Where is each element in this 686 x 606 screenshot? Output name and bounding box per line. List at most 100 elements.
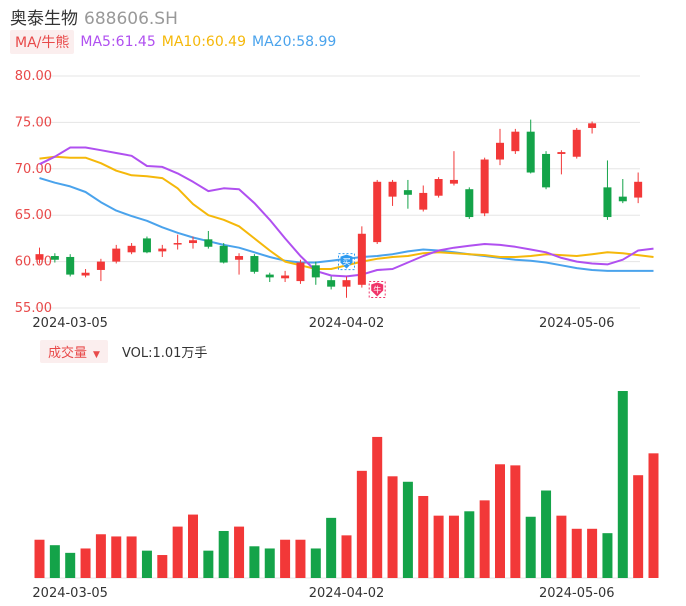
volume-bar [188,514,198,578]
candle-body [112,248,121,262]
candle-up [235,253,244,275]
volume-bar [157,555,168,578]
ma-legend: MA/牛熊 MA5:61.45 MA10:60.49 MA20:58.99 [10,30,342,54]
candle-body [296,262,305,282]
candle-down [66,254,75,277]
candle-body [327,280,336,287]
candle-body [603,187,612,218]
ma10-label: MA10:60.49 [161,34,247,50]
volume-bar [633,475,644,578]
volume-bar [249,546,260,578]
candle-down [403,179,412,209]
volume-bar [402,481,413,578]
candle-up [173,234,182,250]
marker-glyph: 买 [343,258,351,267]
candle-up [634,172,643,204]
volume-bar [141,550,152,578]
y-tick-label: 55.00 [15,301,52,316]
volume-x-tick-label: 2024-03-05 [32,586,108,601]
candle-body [250,256,259,272]
candle-up [449,151,458,186]
candle-body [480,159,489,214]
candle-body [572,129,581,157]
stock-name: 奥泰生物 [10,9,78,29]
shield-icon [340,254,353,269]
candle-down [50,253,59,263]
volume-bar [510,465,521,578]
candle-body [127,245,136,253]
candle-body [35,254,44,260]
volume-bar [372,436,383,578]
candle-down [618,179,627,204]
candle-body [557,152,566,154]
candle-body [465,189,474,218]
volume-bar [111,536,122,578]
candle-up [480,157,489,217]
volume-bar [218,530,229,578]
candle-down [250,254,259,274]
candle-body [173,243,182,245]
candle-body [357,233,366,285]
candle-down [265,272,274,283]
ma-toggle-button[interactable]: MA/牛熊 [10,30,75,54]
volume-bar [525,516,536,578]
shield-icon [371,282,384,297]
candle-body [281,275,290,279]
candle-body [142,238,151,253]
candle-body [449,179,458,184]
candle-body [66,256,75,275]
candle-up [511,128,520,154]
volume-x-tick-label: 2024-05-06 [539,586,615,601]
candle-up [419,185,428,212]
x-tick-label: 2024-05-06 [539,316,615,331]
volume-bar [65,552,76,578]
volume-bar [387,476,398,578]
buy-signal-marker: 买 [338,253,355,271]
stock-code: 688606.SH [84,9,178,29]
candle-body [634,181,643,198]
candle-body [96,261,105,270]
volume-bar [541,490,552,578]
volume-toggle-button[interactable]: 成交量 ▼ [40,339,108,363]
candle-body [373,181,382,243]
candle-body [588,123,597,128]
volume-bar [264,548,275,578]
volume-bar [356,470,367,578]
volume-bar [648,453,659,578]
volume-bar [126,536,137,578]
candle-up [81,269,90,278]
marker-glyph: 牛 [373,284,381,294]
candle-down [526,119,535,174]
volume-bar [234,526,245,578]
candle-body [419,192,428,210]
candle-down [204,230,213,249]
volume-bar [295,539,306,578]
candle-body [542,153,551,188]
volume-bar [418,495,429,578]
candle-up [189,236,197,249]
candle-up [572,127,581,159]
candle-up [342,276,351,298]
y-tick-label: 80.00 [15,69,52,84]
volume-readout: VOL:1.01万手 [121,345,208,361]
volume-bar [571,528,582,578]
volume-x-tick-label: 2024-04-02 [309,586,385,601]
candle-body [235,256,244,260]
volume-bar [617,391,628,578]
candle-up [158,244,167,257]
volume-bar [280,539,291,578]
volume-bar [95,534,106,578]
volume-bar [326,517,337,578]
ma5-label: MA5:61.45 [80,34,156,50]
candle-up [357,226,366,288]
marker-frame [368,280,386,298]
x-tick-label: 2024-04-02 [309,316,385,331]
candle-body [388,181,397,197]
candle-body [403,190,412,195]
y-tick-label: 60.00 [15,255,52,270]
candle-body [219,245,228,263]
volume-bar [448,515,459,578]
candle-down [465,187,474,219]
candle-body [265,274,274,278]
